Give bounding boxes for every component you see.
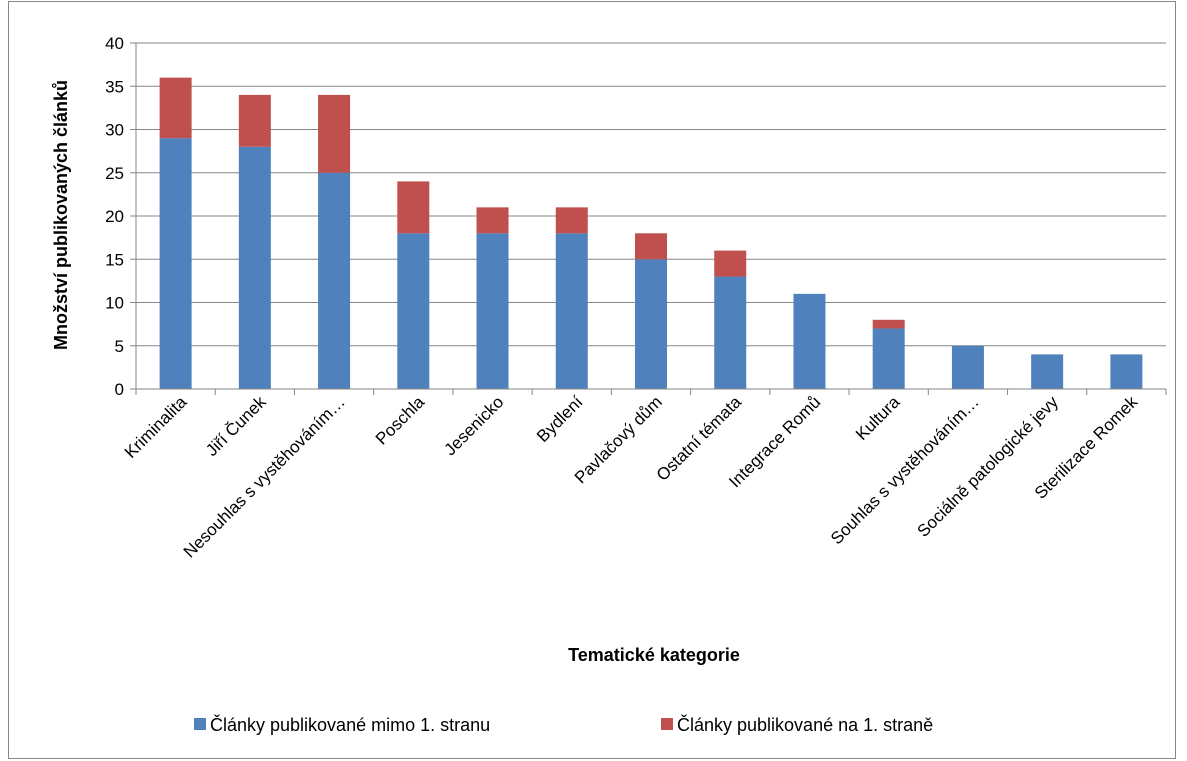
bar-0-6 (635, 259, 667, 389)
legend-label-series-0: Články publikované mimo 1. stranu (210, 714, 490, 735)
y-tick-label-1: 5 (115, 337, 124, 356)
y-tick-label-7: 35 (105, 77, 124, 96)
legend-swatch-series-0 (194, 718, 206, 730)
bar-1-2 (318, 94, 351, 173)
y-tick-label-0: 0 (115, 380, 124, 399)
y-axis-title: Množství publikovaných článků (51, 80, 71, 350)
y-tick-label-4: 20 (105, 207, 124, 226)
bar-1-0 (159, 77, 192, 139)
bar-0-10 (951, 345, 984, 389)
y-tick-label-6: 30 (105, 121, 124, 140)
bars (159, 77, 1143, 389)
bar-1-3 (397, 181, 430, 234)
bar-1-4 (476, 207, 509, 234)
bar-0-3 (397, 233, 430, 389)
x-tick-label-2: Nesouhlas s vystěhováním… (180, 392, 349, 561)
x-tick-label-5: Bydlení (533, 392, 587, 446)
x-axis-title: Tematické kategorie (568, 645, 740, 665)
x-tick-label-0: Kriminalita (121, 392, 191, 462)
bar-0-11 (1031, 354, 1064, 389)
bar-0-9 (872, 328, 905, 389)
bar-0-4 (476, 233, 509, 389)
y-tick-label-5: 25 (105, 164, 124, 183)
y-tick-label-2: 10 (105, 294, 124, 313)
x-tick-label-4: Jesenicko (440, 392, 507, 459)
x-tick-label-9: Kultura (852, 392, 904, 444)
x-tick-label-10: Souhlas s vystěhováním… (827, 392, 983, 548)
legend: Články publikované mimo 1. stranu Články… (194, 714, 933, 735)
bar-0-7 (714, 276, 747, 389)
bar-0-8 (793, 293, 826, 389)
bar-0-5 (555, 233, 588, 389)
bar-1-7 (714, 250, 747, 277)
bar-1-1 (238, 94, 271, 147)
bar-1-9 (872, 319, 905, 329)
legend-label-series-1: Články publikované na 1. straně (677, 714, 933, 735)
y-tick-label-3: 15 (105, 250, 124, 269)
axes (135, 43, 1167, 395)
y-tick-label-8: 40 (105, 34, 124, 53)
bar-0-2 (318, 172, 351, 389)
x-tick-label-1: Jiří Čunek (202, 392, 270, 460)
bar-1-5 (555, 207, 588, 234)
legend-swatch-series-1 (661, 718, 673, 730)
x-tick-label-3: Poschla (372, 392, 429, 449)
bar-0-1 (238, 146, 271, 389)
x-tick-label-11: Sociálně patologické jevy (914, 392, 1063, 541)
bar-1-6 (635, 233, 667, 260)
y-tick-labels: 0 5 10 15 20 25 30 35 40 (105, 34, 124, 399)
bar-0-0 (159, 138, 192, 389)
bar-0-12 (1110, 354, 1143, 389)
